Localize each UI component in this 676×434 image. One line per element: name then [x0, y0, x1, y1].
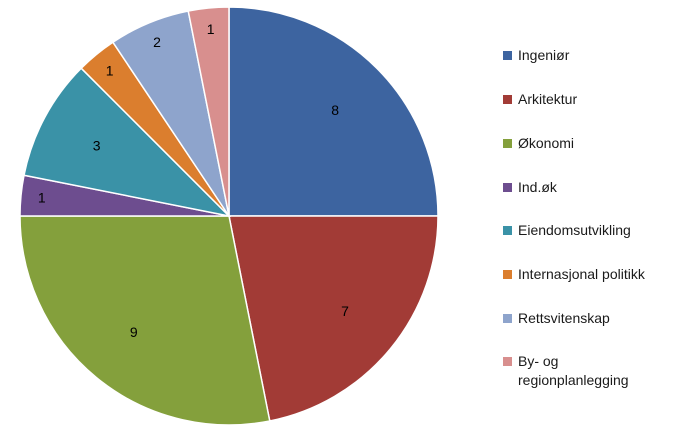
legend-item-ingenior: Ingeniør: [503, 46, 668, 65]
legend-item-arkitektur: Arkitektur: [503, 90, 668, 109]
legend-swatch: [503, 226, 512, 235]
legend-swatch: [503, 95, 512, 104]
legend-swatch: [503, 314, 512, 323]
data-label-ind-ok: 1: [38, 190, 46, 206]
legend-label: By- og regionplanlegging: [518, 353, 629, 388]
data-label-arkitektur: 7: [341, 303, 349, 319]
legend-item-eiendomsutvikling: Eiendomsutvikling: [503, 221, 668, 240]
legend-item-by-og-regionplanlegging: By- og regionplanlegging: [503, 352, 668, 390]
data-label-by-og-regionplanlegging: 1: [207, 21, 215, 37]
legend-label: Internasjonal politikk: [518, 266, 645, 282]
pie-slice-arkitektur: [228, 215, 439, 422]
pie-slice-ingenior: [228, 6, 439, 217]
legend-item-rettsvitenskap: Rettsvitenskap: [503, 309, 668, 328]
data-label-internasjonal-politikk: 1: [106, 63, 114, 79]
legend-label: Rettsvitenskap: [518, 310, 610, 326]
data-label-okonomi: 9: [130, 324, 138, 340]
legend-item-internasjonal-politikk: Internasjonal politikk: [503, 265, 668, 284]
legend-swatch: [503, 357, 512, 366]
legend-label: Arkitektur: [518, 91, 578, 107]
legend-item-okonomi: Økonomi: [503, 134, 668, 153]
legend-swatch: [503, 51, 512, 60]
legend-swatch: [503, 270, 512, 279]
pie-slice-by-og-regionplanlegging: [187, 6, 230, 217]
data-label-rettsvitenskap: 2: [153, 34, 161, 50]
legend-label: Økonomi: [518, 135, 575, 151]
pie-slice-okonomi: [19, 215, 271, 426]
legend-item-ind-ok: Ind.øk: [503, 178, 668, 197]
legend-swatch: [503, 139, 512, 148]
data-label-ingenior: 8: [331, 102, 339, 118]
legend-label: Ingeniør: [518, 47, 570, 63]
legend-swatch: [503, 183, 512, 192]
pie-slice-eiendomsutvikling: [23, 67, 232, 218]
data-label-eiendomsutvikling: 3: [93, 137, 101, 153]
legend-label: Ind.øk: [518, 179, 557, 195]
legend-label: Eiendomsutvikling: [518, 222, 631, 238]
